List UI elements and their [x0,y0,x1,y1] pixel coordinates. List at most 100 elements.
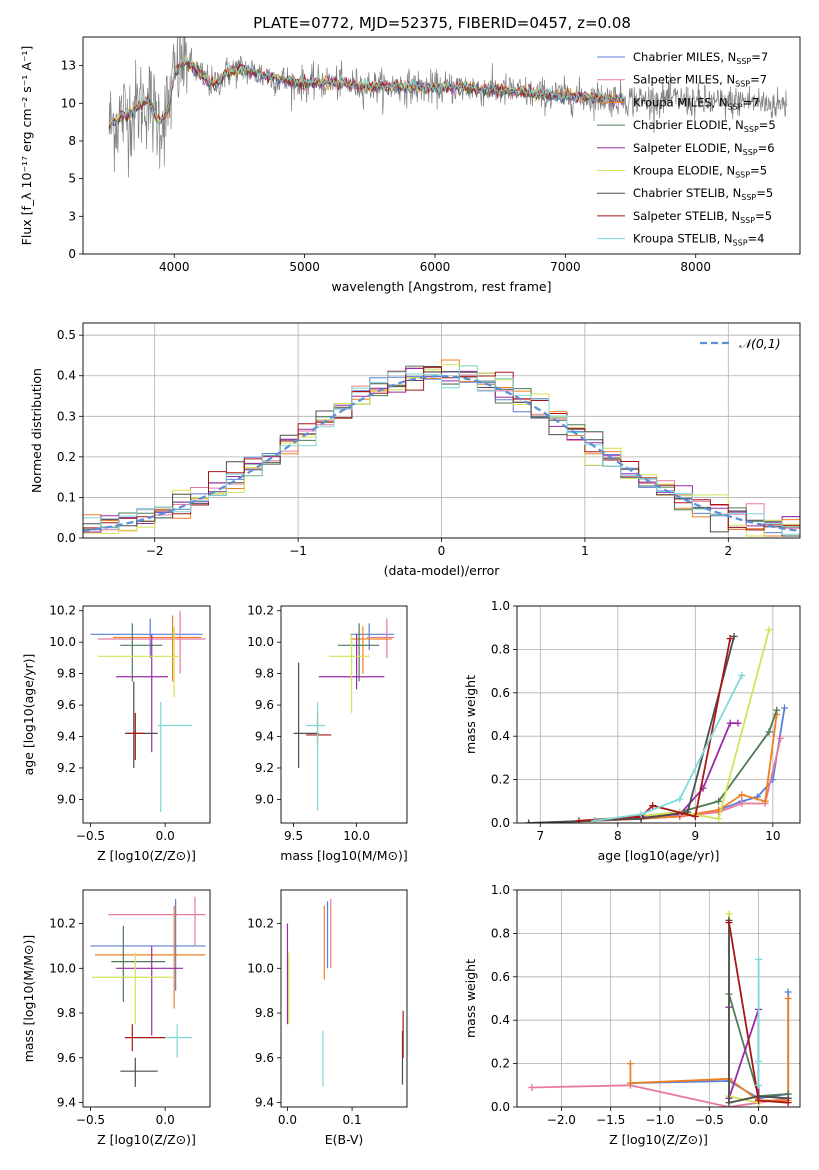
x-tick-label: 0.1 [343,1113,362,1127]
model-spectrum-9 [108,57,625,129]
weight-line-3 [594,714,778,822]
y-tick-label: 0.4 [57,369,76,383]
weight-line-5 [728,1007,760,1103]
axes-frame [82,889,211,1108]
x-tick-label: 8000 [680,260,711,274]
legend-entry-normal: 𝒩(0,1) [739,336,781,351]
weight-marker [765,728,773,736]
weight-marker [738,799,746,807]
x-tick-label: 1 [581,544,589,558]
legend-entry-5: Salpeter ELODIE, NSSP=6 [633,141,775,157]
weight-marker [755,1081,763,1089]
y-tick-label: 10 [61,96,76,110]
plot-area [528,910,792,1107]
y-tick-label: 1.0 [491,883,510,897]
legend-entry-9: Kroupa STELIB, NSSP=4 [633,232,764,248]
y-axis-label: Normed distribution [29,368,44,493]
x-axis-label: Z [log10(Z/Z⊙)] [97,1132,196,1147]
x-axis-label: Z [log10(Z/Z⊙)] [609,1132,708,1147]
legend-entry-7: Chabrier STELIB, NSSP=5 [633,186,773,202]
weight-marker [738,671,746,679]
plot-area [90,610,206,812]
weight-marker [773,706,781,714]
spectrum-panel: 4000 5000 6000 7000 8000 0 3 5 8 10 13 wavelength [… [19,36,801,294]
weight-marker [725,910,733,918]
weight-marker [691,812,699,820]
y-tick-label: 9.0 [57,792,76,806]
x-tick-label: 0 [438,544,446,558]
plot-area [90,896,206,1087]
residuals-panel: −2 −1 0 1 2 0.0 0.1 0.2 0.3 0.4 0.5 (data-model)/er… [29,322,801,578]
y-tick-label: 9.4 [255,1096,274,1110]
x-tick-label: −1 [289,544,307,558]
plot-area [83,359,800,537]
histogram-9 [83,365,800,535]
x-tick-label: −2.0 [547,1113,576,1127]
y-axis-label: age [log10(age/yr)] [21,654,36,776]
weight-marker [755,955,763,963]
legend-entry-2: Salpeter MILES, NSSP=7 [633,73,767,89]
y-axis-label: Flux [f_λ 10⁻¹⁷ erg cm⁻² s⁻¹ A⁻¹] [19,46,34,246]
x-tick-label: −0.5 [695,1113,724,1127]
weight-marker [715,797,723,805]
y-tick-label: 9.6 [57,1051,76,1065]
y-tick-label: 13 [61,59,76,73]
y-tick-label: 0.2 [57,450,76,464]
weight-line-5 [594,722,738,822]
weight-marker [780,704,788,712]
weight-marker [715,815,723,823]
y-axis-label: mass weight [463,675,478,754]
y-tick-label: 0.1 [57,490,76,504]
y-tick-label: 0.6 [491,970,510,984]
weight-marker [575,817,583,823]
normal-reference-curve [83,375,800,532]
x-tick-label: 2 [724,544,732,558]
weight-marker [784,988,792,996]
y-tick-label: 9.8 [57,1006,76,1020]
y-tick-label: 9.6 [255,1051,274,1065]
x-tick-label: −0.5 [76,1113,105,1127]
weight-marker [765,626,773,634]
weight-marker [738,791,746,799]
x-tick-label: 10 [765,829,780,843]
y-tick-label: 0.0 [491,816,510,830]
y-tick-label: 10.0 [49,961,76,975]
y-tick-label: 0.0 [57,531,76,545]
mass-vs-metallicity-panel: −0.5 0.0 9.4 9.6 9.8 10.0 10.2 Z [log10(Z/Z⊙)] m… [21,889,211,1147]
y-tick-label: 0.5 [57,328,76,342]
weight-line-9 [594,674,743,822]
weight-marker [626,1060,634,1068]
axes-frame [82,36,801,255]
y-tick-label: 10.0 [247,961,274,975]
x-tick-label: 0.0 [278,1113,297,1127]
x-axis-label: mass [log10(M/M⊙)] [280,848,408,863]
weight-marker [725,1099,733,1107]
weight-marker [525,819,533,823]
y-tick-label: 9.4 [255,730,274,744]
weight-marker [784,995,792,1002]
y-tick-label: 0.6 [491,686,510,700]
axes-frame [280,605,408,824]
weight-marker [755,1057,763,1065]
weight-line-6 [594,629,770,822]
figure-title: PLATE=0772, MJD=52375, FIBERID=0457, z=0… [253,14,631,32]
x-tick-label: 9 [692,829,700,843]
x-tick-label: 7000 [550,260,581,274]
y-tick-label: 9.4 [57,730,76,744]
y-tick-label: 3 [68,209,76,223]
y-tick-label: 0.4 [491,1013,510,1027]
y-tick-label: 0 [68,247,76,261]
weight-marker [761,797,769,805]
weight-marker [777,734,785,742]
y-tick-label: 0.8 [491,642,510,656]
x-tick-label: 0.0 [156,829,175,843]
y-tick-label: 10.2 [49,604,76,618]
x-tick-label: 9.5 [284,829,303,843]
y-tick-label: 9.0 [255,792,274,806]
y-tick-label: 1.0 [491,599,510,613]
y-tick-label: 9.2 [57,761,76,775]
y-tick-label: 9.8 [255,667,274,681]
y-tick-label: 9.6 [255,698,274,712]
weight-marker [755,1096,763,1104]
